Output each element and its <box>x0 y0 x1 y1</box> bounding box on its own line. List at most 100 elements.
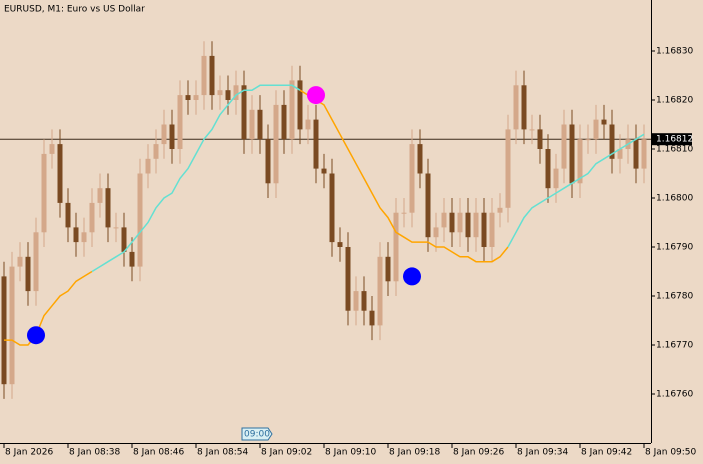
candle-body <box>321 168 327 174</box>
y-tick-label: 1.16760 <box>656 390 693 400</box>
candle-body <box>585 139 591 141</box>
candle-body <box>289 80 295 140</box>
candle-body <box>193 95 199 100</box>
indicator-line <box>91 84 645 273</box>
x-tick-label: 8 Jan 09:18 <box>389 448 441 458</box>
x-tick-label: 8 Jan 09:50 <box>645 448 697 458</box>
candle-body <box>409 144 415 213</box>
candle-body <box>449 212 455 233</box>
candle-body <box>353 291 359 311</box>
candle-body <box>209 55 215 96</box>
candle-body <box>161 124 167 145</box>
candle-body <box>185 95 191 100</box>
signal-marker <box>27 326 45 345</box>
candle-body <box>121 227 127 252</box>
candle-body <box>273 104 279 184</box>
candle-body <box>521 85 527 130</box>
x-tick-label: 8 Jan 09:02 <box>261 448 312 458</box>
y-tick-label: 1.16780 <box>656 292 693 302</box>
x-tick-label: 8 Jan 09:42 <box>581 448 632 458</box>
candle-body <box>145 158 151 174</box>
candle-body <box>593 119 599 140</box>
candle-body <box>393 212 399 282</box>
indicator-line <box>4 89 509 346</box>
candle-body <box>465 212 471 238</box>
candle-body <box>601 119 607 125</box>
candle-body <box>313 119 319 169</box>
candle-body <box>473 212 479 238</box>
candle-body <box>89 202 95 233</box>
time-marker-label: 09:00 <box>244 430 270 440</box>
candle-body <box>337 242 343 247</box>
candle-body <box>377 256 383 326</box>
candle-body <box>489 212 495 247</box>
candle-body <box>433 227 439 238</box>
candle-body <box>329 173 335 243</box>
candle-body <box>33 232 39 292</box>
y-tick-label: 1.16800 <box>656 194 693 204</box>
price-tag-label: 1.16812 <box>656 135 693 145</box>
candle-body <box>105 188 111 228</box>
candle-body <box>545 149 551 189</box>
candle-body <box>297 80 303 130</box>
candle-body <box>17 256 23 267</box>
time-marker-box <box>241 427 273 441</box>
candle-body <box>617 149 623 159</box>
candle-body <box>201 55 207 96</box>
candle-body <box>225 90 231 100</box>
candle-body <box>345 247 351 311</box>
candle-body <box>305 119 311 130</box>
candle-body <box>641 139 647 169</box>
signal-marker <box>403 267 421 286</box>
y-tick-label: 1.16810 <box>656 145 693 155</box>
candle-body <box>177 95 183 149</box>
candle-body <box>257 109 263 140</box>
y-tick-label: 1.16770 <box>656 341 693 351</box>
x-tick-label: 8 Jan 09:26 <box>453 448 505 458</box>
x-tick-label: 8 Jan 08:46 <box>133 448 185 458</box>
candle-body <box>609 124 615 159</box>
candle-body <box>537 129 543 149</box>
candle-body <box>97 188 103 203</box>
candle-body <box>425 173 431 238</box>
candle-body <box>57 144 63 203</box>
candle-body <box>561 124 567 169</box>
candle-body <box>369 310 375 326</box>
candle-body <box>553 168 559 189</box>
candle-body <box>505 129 511 208</box>
candle-body <box>265 139 271 184</box>
candle-body <box>417 144 423 174</box>
candle-body <box>65 202 71 228</box>
candle-body <box>249 109 255 140</box>
price-tag <box>652 133 692 146</box>
candle-body <box>129 251 135 267</box>
candle-body <box>577 139 583 184</box>
candle-body <box>169 124 175 149</box>
candle-body <box>441 212 447 228</box>
x-tick-label: 8 Jan 08:54 <box>197 448 249 458</box>
candle-body <box>81 232 87 243</box>
candle-body <box>113 227 119 229</box>
candle-body <box>1 276 7 385</box>
x-tick-label: 8 Jan 08:38 <box>69 448 121 458</box>
y-tick-label: 1.16790 <box>656 243 693 253</box>
candle-body <box>513 85 519 130</box>
candle-body <box>633 139 639 169</box>
candle-body <box>497 207 503 213</box>
candle-body <box>233 85 239 100</box>
candle-body <box>25 256 31 292</box>
candle-body <box>49 144 55 154</box>
candle-body <box>281 104 287 140</box>
candle-body <box>217 90 223 96</box>
x-tick-label: 8 Jan 09:10 <box>325 448 377 458</box>
candle-body <box>153 144 159 159</box>
candle-body <box>9 266 15 385</box>
candle-body <box>529 129 535 131</box>
candle-body <box>401 212 407 214</box>
candle-body <box>41 153 47 233</box>
chart-title: EURUSD, M1: Euro vs US Dollar <box>4 5 145 15</box>
candle-body <box>385 256 391 282</box>
